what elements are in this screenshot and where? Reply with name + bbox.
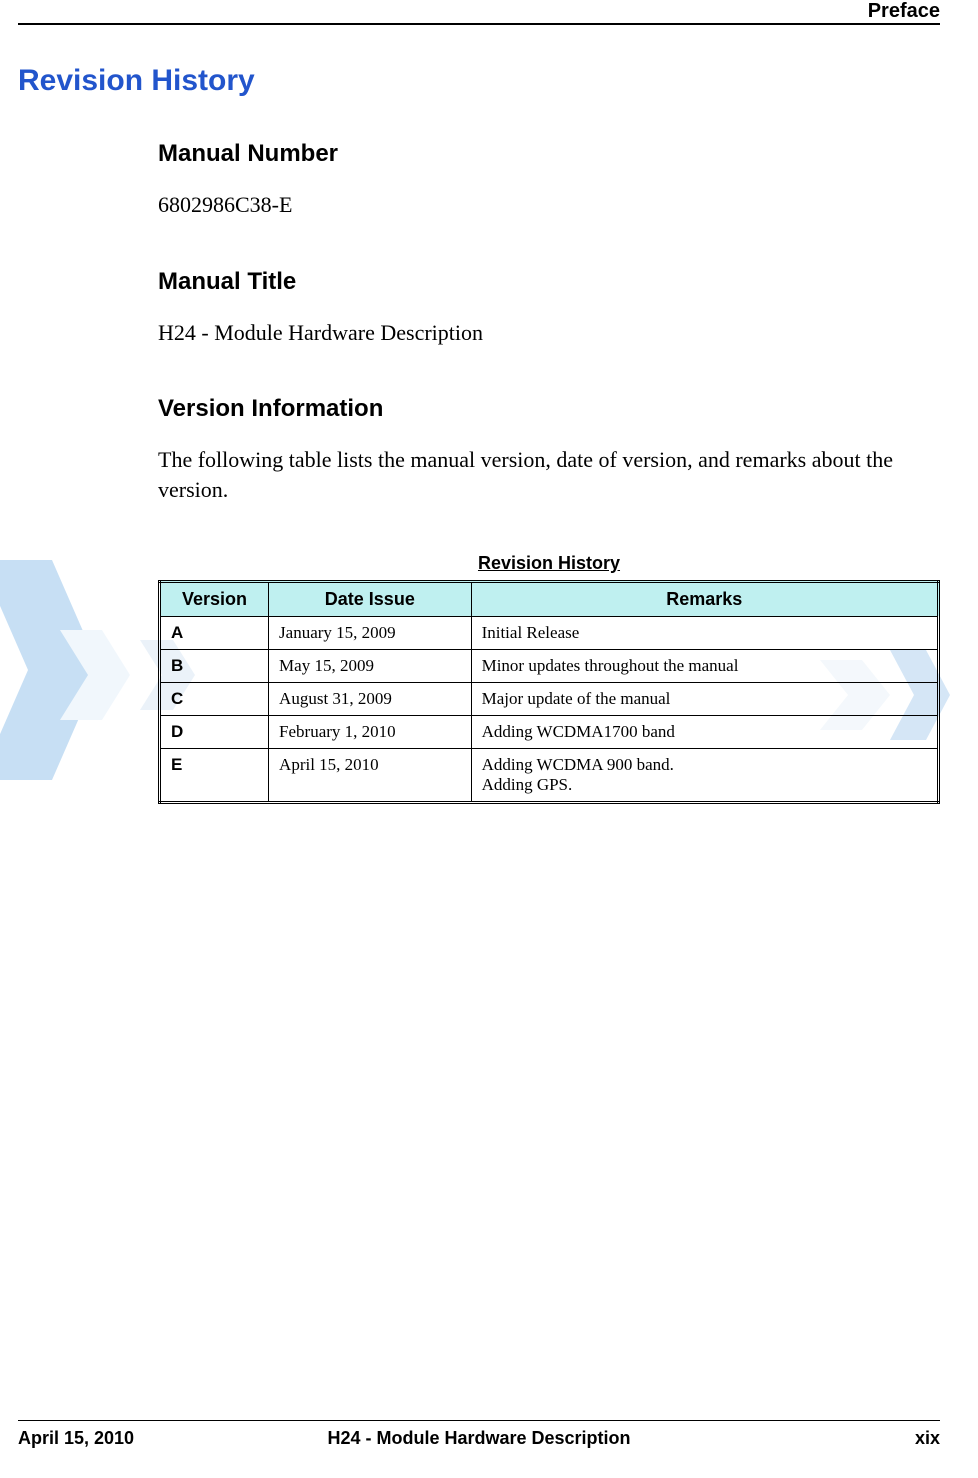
table-col-header: Remarks <box>471 581 938 616</box>
cell-date: April 15, 2010 <box>269 748 472 802</box>
cell-remarks: Major update of the manual <box>471 682 938 715</box>
page: Preface Revision History Manual Number 6… <box>0 0 978 1478</box>
heading-version-info: Version Information <box>158 395 940 423</box>
cell-date: February 1, 2010 <box>269 715 472 748</box>
cell-remarks: Adding WCDMA 900 band.Adding GPS. <box>471 748 938 802</box>
table-row: BMay 15, 2009Minor updates throughout th… <box>160 649 939 682</box>
content-area: Manual Number 6802986C38-E Manual Title … <box>158 140 940 804</box>
heading-manual-title: Manual Title <box>158 268 940 296</box>
table-col-header: Date Issue <box>269 581 472 616</box>
cell-remarks: Initial Release <box>471 616 938 649</box>
cell-remarks: Minor updates throughout the manual <box>471 649 938 682</box>
footer-title: H24 - Module Hardware Description <box>18 1428 940 1449</box>
revision-table: VersionDate IssueRemarks AJanuary 15, 20… <box>158 580 940 804</box>
cell-remarks: Adding WCDMA1700 band <box>471 715 938 748</box>
header-rule <box>18 23 940 25</box>
table-col-header: Version <box>160 581 269 616</box>
cell-version: B <box>160 649 269 682</box>
cell-date: August 31, 2009 <box>269 682 472 715</box>
footer: April 15, 2010 H24 - Module Hardware Des… <box>18 1420 940 1450</box>
page-title: Revision History <box>18 64 255 98</box>
cell-version: A <box>160 616 269 649</box>
table-row: CAugust 31, 2009Major update of the manu… <box>160 682 939 715</box>
table-row: EApril 15, 2010Adding WCDMA 900 band.Add… <box>160 748 939 802</box>
cell-date: January 15, 2009 <box>269 616 472 649</box>
cell-version: C <box>160 682 269 715</box>
footer-date: April 15, 2010 <box>18 1428 134 1449</box>
header-section: Preface <box>868 0 940 23</box>
value-manual-number: 6802986C38-E <box>158 190 940 220</box>
cell-version: E <box>160 748 269 802</box>
cell-version: D <box>160 715 269 748</box>
table-header-row: VersionDate IssueRemarks <box>160 581 939 616</box>
value-manual-title: H24 - Module Hardware Description <box>158 318 940 348</box>
table-row: DFebruary 1, 2010Adding WCDMA1700 band <box>160 715 939 748</box>
footer-page: xix <box>915 1428 940 1449</box>
table-caption: Revision History <box>158 553 940 574</box>
text-version-intro: The following table lists the manual ver… <box>158 445 940 504</box>
heading-manual-number: Manual Number <box>158 140 940 168</box>
cell-date: May 15, 2009 <box>269 649 472 682</box>
table-row: AJanuary 15, 2009Initial Release <box>160 616 939 649</box>
